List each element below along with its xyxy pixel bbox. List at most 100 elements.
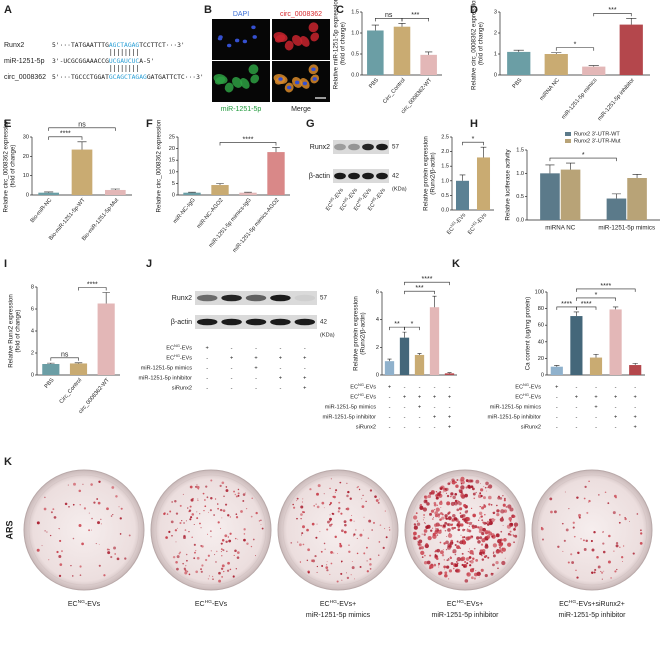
bar [267, 152, 285, 195]
stain-spot [210, 550, 212, 552]
blot-band [348, 143, 360, 151]
stain-spot [459, 514, 464, 519]
y-tick-label: 1.5 [441, 164, 449, 170]
stain-spot [449, 556, 451, 558]
bar [560, 169, 581, 220]
stain-spot [366, 570, 369, 573]
stain-spot [455, 481, 457, 484]
stain-spot [352, 535, 355, 537]
stain-spot [445, 487, 449, 492]
stain-spot [303, 512, 305, 514]
y-axis-label: (Runx2/β-actin) [430, 152, 437, 194]
stain-spot [586, 511, 589, 514]
stain-spot [608, 534, 611, 538]
stain-spot [67, 484, 69, 486]
condition-mark: - [404, 424, 406, 430]
condition-mark: - [434, 404, 436, 410]
blot-band [245, 318, 267, 326]
stain-spot [419, 505, 424, 510]
cell [300, 36, 310, 47]
stain-spot [557, 545, 560, 548]
stain-spot [163, 512, 166, 515]
stain-spot [184, 571, 188, 575]
stain-spot [200, 568, 202, 570]
stain-spot [480, 515, 483, 518]
stain-spot [590, 539, 593, 543]
stain-spot [346, 576, 350, 580]
stain-spot [423, 507, 426, 510]
nucleus [251, 25, 256, 30]
stain-spot [502, 524, 504, 526]
condition-mark: - [231, 345, 233, 351]
stain-spot [243, 528, 246, 531]
stain-spot [333, 495, 336, 499]
stain-spot [191, 513, 195, 516]
stain-spot [615, 541, 619, 545]
stain-spot [165, 536, 169, 539]
stain-spot [632, 552, 635, 555]
stain-spot [362, 529, 364, 531]
stain-spot [184, 529, 187, 531]
stain-spot [432, 516, 434, 518]
condition-mark: - [389, 424, 391, 430]
cell [284, 40, 294, 51]
stain-spot [413, 525, 418, 530]
dish-rim [536, 474, 648, 586]
stain-spot [613, 550, 615, 552]
stain-spot [341, 579, 343, 581]
stain-spot [550, 510, 553, 514]
stain-spot [260, 519, 262, 522]
stain-spot [433, 523, 438, 528]
stain-spot [195, 550, 197, 552]
stain-spot [436, 504, 439, 506]
stain-spot [378, 498, 380, 500]
stain-spot [471, 526, 475, 530]
stain-spot [435, 507, 440, 512]
stain-spot [176, 527, 178, 529]
bar [239, 192, 257, 195]
condition-mark: - [634, 384, 636, 390]
stain-spot [292, 503, 294, 506]
condition-mark: + [279, 375, 282, 381]
stain-spot [472, 513, 477, 518]
stain-spot [359, 533, 363, 537]
stain-spot [339, 542, 342, 545]
stain-spot [456, 479, 459, 482]
bar [609, 309, 622, 375]
y-tick-label: 2.5 [441, 134, 449, 140]
stain-spot [96, 498, 99, 500]
stain-spot [227, 514, 230, 517]
error-bar [102, 292, 110, 304]
error-bar [417, 353, 422, 355]
panel-letter: E [4, 118, 11, 130]
stain-spot [440, 512, 443, 515]
stain-spot [195, 485, 197, 488]
stain-spot [435, 496, 439, 500]
stain-spot [467, 518, 470, 521]
stain-spot [470, 485, 474, 489]
significance-label: *** [415, 285, 423, 292]
bar [606, 198, 627, 220]
stain-spot [196, 484, 198, 486]
stain-spot [476, 536, 480, 540]
stain-spot [348, 544, 350, 547]
stain-spot [326, 564, 328, 566]
significance-label: **** [87, 281, 98, 288]
stain-spot [447, 533, 453, 538]
stain-spot [450, 492, 454, 496]
stain-spot [234, 537, 237, 540]
stain-spot [334, 491, 337, 493]
stain-spot [356, 552, 359, 555]
stain-spot [190, 498, 194, 502]
dish-caption: miR-1251-5p inhibitor [559, 612, 627, 619]
error-bar [387, 358, 392, 362]
significance-label: ns [385, 12, 393, 19]
stain-spot [351, 514, 353, 517]
stain-spot [193, 523, 195, 525]
significance-bracket [404, 326, 420, 331]
stain-spot [347, 490, 350, 494]
side-label: ARS [4, 520, 14, 539]
significance-label: **** [581, 301, 592, 308]
condition-label: miR-1251-5p mimics [325, 404, 376, 410]
stain-spot [79, 504, 81, 506]
